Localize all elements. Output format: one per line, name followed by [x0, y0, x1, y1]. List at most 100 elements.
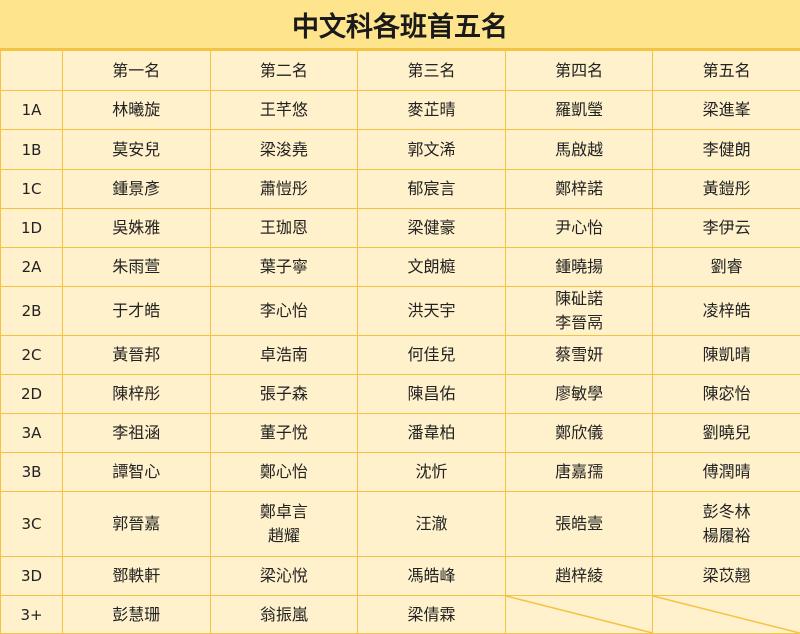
student-name: 陳昌佑	[407, 384, 456, 403]
student-name: 尹心怡	[555, 218, 604, 237]
name-cell: 劉曉兒	[652, 413, 800, 453]
class-label: 2B	[0, 286, 63, 336]
student-name: 凌梓皓	[702, 301, 751, 320]
student-name: 蔡雪妍	[555, 345, 604, 364]
name-cell: 王珈恩	[209, 208, 359, 248]
student-name: 彭冬林	[702, 502, 751, 521]
name-cell: 張皓壹	[504, 491, 654, 557]
student-name: 洪天宇	[407, 301, 456, 320]
student-name: 卓浩南	[259, 345, 308, 364]
name-cell: 梁沁悅	[209, 556, 359, 596]
name-cell: 唐嘉孺	[504, 452, 654, 492]
name-cell: 馮皓峰	[357, 556, 506, 596]
name-cell: 譚智心	[62, 452, 211, 492]
name-cell: 趙梓綾	[504, 556, 654, 596]
student-name: 王珈恩	[259, 218, 308, 237]
student-name: 黃鎧彤	[702, 179, 751, 198]
class-label: 3C	[0, 491, 63, 557]
name-cell: 王芊悠	[209, 90, 359, 130]
class-label: 1A	[0, 90, 63, 130]
name-cell: 陳砋諾 李晉鬲	[504, 286, 654, 336]
student-name: 李健朗	[702, 139, 751, 159]
student-name: 廖敏學	[555, 384, 604, 403]
student-name: 劉曉兒	[702, 423, 751, 442]
student-name: 董子悅	[259, 423, 308, 442]
class-label: 2D	[0, 374, 63, 414]
name-cell: 李伊云	[652, 208, 800, 248]
table-row: 2D 陳梓彤 張子森 陳昌佑 廖敏學 陳宓怡	[0, 374, 800, 414]
student-name: 陳宓怡	[702, 384, 751, 403]
name-cell: 鄭卓言 趙耀	[209, 491, 359, 557]
class-label: 3D	[0, 556, 63, 596]
student-name: 何佳兒	[407, 345, 456, 364]
table-row: 2A 朱雨萱 葉子寧 文朗榳 鍾曉揚 劉睿	[0, 247, 800, 287]
name-cell: 汪澈	[357, 491, 506, 557]
column-header	[0, 50, 63, 91]
name-cell: 陳梓彤	[62, 374, 211, 414]
student-name: 張子森	[259, 384, 308, 403]
student-name: 蕭愷彤	[259, 179, 308, 198]
student-name: 鄭心怡	[259, 462, 308, 481]
table-row: 1D 吳姝雅 王珈恩 梁健豪 尹心怡 李伊云	[0, 208, 800, 248]
student-name: 郭晉嘉	[112, 514, 161, 533]
header-row: 第一名 第二名 第三名 第四名 第五名	[0, 50, 800, 91]
name-cell: 潘韋柏	[357, 413, 506, 453]
student-name: 馮皓峰	[407, 566, 456, 585]
name-cell: 廖敏學	[504, 374, 654, 414]
student-name: 李晉鬲	[555, 313, 604, 332]
table-row: 3C 郭晉嘉 鄭卓言 趙耀 汪澈 張皓壹 彭冬林 楊履裕	[0, 491, 800, 557]
empty-cell	[504, 595, 654, 634]
name-cell: 卓浩南	[209, 335, 359, 375]
student-name: 梁沁悅	[259, 566, 308, 585]
student-name: 鍾景彥	[112, 179, 161, 198]
student-name: 麥芷晴	[407, 100, 456, 119]
student-name: 翁振嵐	[259, 604, 308, 624]
student-name: 莫安兒	[112, 139, 161, 159]
name-cell: 鍾景彥	[62, 169, 211, 209]
student-name: 葉子寧	[259, 257, 308, 276]
table-row: 2B 于才皓 李心怡 洪天宇 陳砋諾 李晉鬲 凌梓皓	[0, 286, 800, 336]
class-label: 3B	[0, 452, 63, 492]
name-cell: 陳凱晴	[652, 335, 800, 375]
class-label: 1C	[0, 169, 63, 209]
name-cell: 張子森	[209, 374, 359, 414]
name-cell: 林曦旋	[62, 90, 211, 130]
class-label: 2A	[0, 247, 63, 287]
name-cell: 梁浚堯	[209, 129, 359, 170]
name-cell: 鄭梓諾	[504, 169, 654, 209]
class-label: 2C	[0, 335, 63, 375]
page-title: 中文科各班首五名	[0, 0, 800, 50]
student-name: 張皓壹	[555, 514, 604, 533]
name-cell: 李健朗	[652, 129, 800, 170]
student-name: 鍾曉揚	[555, 257, 604, 276]
name-cell: 文朗榳	[357, 247, 506, 287]
student-name: 汪澈	[415, 514, 448, 533]
name-cell: 梁健豪	[357, 208, 506, 248]
name-cell: 尹心怡	[504, 208, 654, 248]
student-name: 唐嘉孺	[555, 462, 604, 481]
student-name: 李祖涵	[112, 423, 161, 442]
name-cell: 朱雨萱	[62, 247, 211, 287]
column-header: 第二名	[209, 50, 359, 91]
name-cell: 陳昌佑	[357, 374, 506, 414]
name-cell: 梁倩霖	[357, 595, 506, 634]
student-name: 梁浚堯	[259, 139, 308, 159]
student-name: 陳凱晴	[702, 345, 751, 364]
name-cell: 黃鎧彤	[652, 169, 800, 209]
name-cell: 麥芷晴	[357, 90, 506, 130]
name-cell: 羅凱瑩	[504, 90, 654, 130]
student-name: 吳姝雅	[112, 218, 161, 237]
student-name: 梁倩霖	[407, 604, 456, 624]
table-row: 1A 林曦旋 王芊悠 麥芷晴 羅凱瑩 梁進峯	[0, 90, 800, 130]
table-row: 3D 鄧軼軒 梁沁悅 馮皓峰 趙梓綾 梁苡翹	[0, 556, 800, 596]
empty-cell	[652, 595, 800, 634]
name-cell: 彭慧珊	[62, 595, 211, 634]
student-name: 鄭梓諾	[555, 179, 604, 198]
table-row: 3+ 彭慧珊 翁振嵐 梁倩霖	[0, 595, 800, 634]
name-cell: 蔡雪妍	[504, 335, 654, 375]
student-name: 梁苡翹	[702, 566, 751, 585]
name-cell: 葉子寧	[209, 247, 359, 287]
diagonal-line	[653, 596, 800, 633]
class-label: 3+	[0, 595, 63, 634]
student-name: 沈忻	[415, 462, 448, 481]
